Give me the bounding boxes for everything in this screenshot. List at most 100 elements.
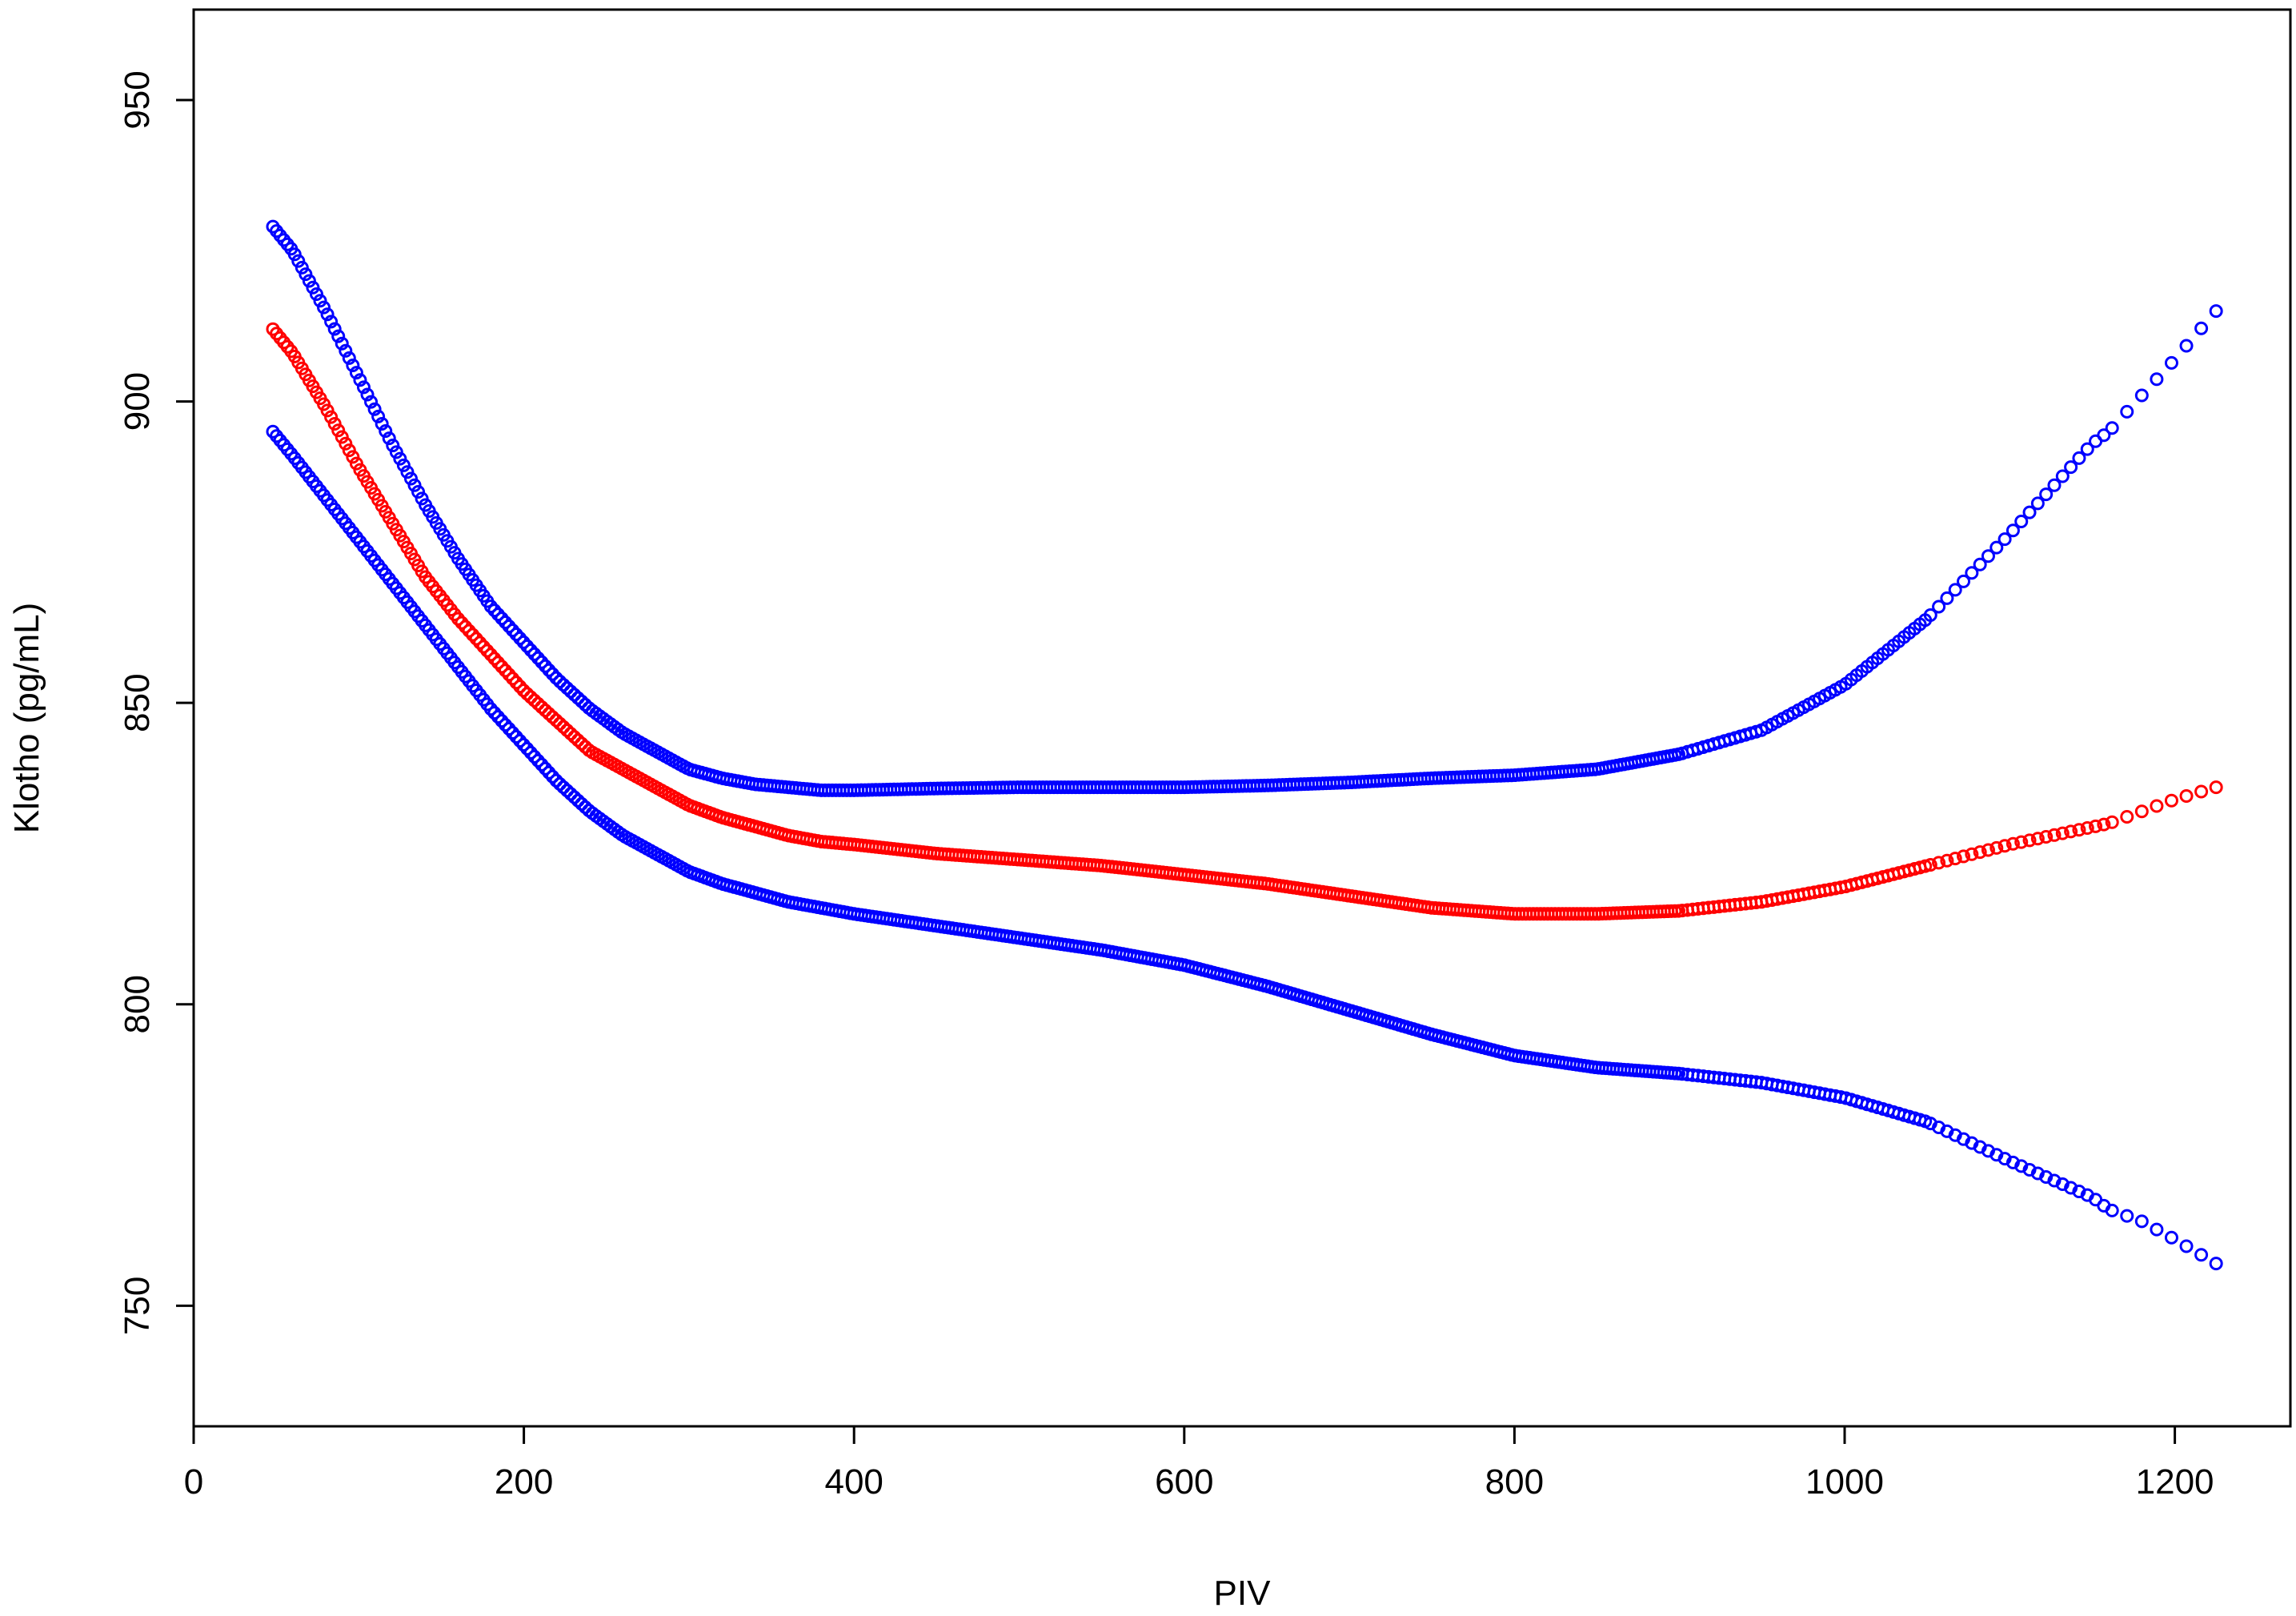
data-point [2055, 826, 2070, 840]
data-point [2164, 355, 2178, 370]
data-point [2022, 505, 2037, 519]
data-point [1932, 856, 1946, 870]
data-point [553, 716, 567, 731]
data-point [2064, 824, 2078, 839]
data-point [2194, 1248, 2209, 1262]
data-point [2179, 788, 2194, 803]
data-point [327, 416, 342, 431]
x-axis-ticks: 0 200 400 600 800 1000 1200 [184, 1426, 2214, 1502]
data-point [2022, 833, 2037, 848]
data-point [556, 678, 571, 692]
y-tick-label: 950 [118, 70, 157, 129]
data-point [367, 402, 382, 416]
data-point [2080, 821, 2094, 836]
data-point [2105, 421, 2119, 435]
data-point [575, 694, 589, 708]
data-point [2150, 372, 2164, 387]
data-point [403, 471, 418, 486]
data-point [2014, 514, 2029, 528]
data-point [324, 315, 339, 329]
data-point [527, 693, 542, 708]
data-point [1973, 845, 1987, 860]
y-tick-label: 850 [118, 673, 157, 732]
data-point [1940, 853, 1954, 868]
data-point [545, 710, 559, 724]
data-point [2209, 304, 2223, 319]
data-point [309, 287, 323, 302]
data-point [1940, 591, 1954, 605]
data-point [331, 329, 346, 343]
data-point [2120, 404, 2134, 419]
data-point [349, 366, 363, 380]
data-point [382, 431, 396, 446]
data-point [549, 671, 563, 685]
data-point [563, 727, 578, 741]
data-point [2030, 832, 2045, 846]
data-point [2179, 1239, 2194, 1253]
data-point [549, 773, 563, 788]
data-point [2194, 321, 2209, 335]
data-point [356, 380, 371, 395]
data-point [353, 373, 367, 387]
data-point [2105, 1203, 2119, 1217]
data-point [538, 704, 552, 718]
data-point [1948, 583, 1962, 597]
y-tick-label: 750 [118, 1277, 157, 1335]
data-point [553, 674, 567, 688]
data-point [291, 254, 306, 268]
data-point [1957, 574, 1971, 588]
data-point [571, 733, 585, 748]
data-point [1997, 839, 2012, 853]
data-point [411, 485, 426, 499]
data-point [339, 436, 353, 451]
data-point [342, 351, 356, 365]
x-tick-label: 1000 [1805, 1462, 1884, 1502]
data-point [2134, 1214, 2149, 1229]
data-point [2089, 819, 2103, 833]
data-point [407, 478, 422, 492]
data-point [575, 796, 589, 811]
series-lower-bound [266, 424, 2223, 1271]
data-point [1989, 540, 2004, 555]
data-point [531, 696, 545, 711]
data-point [400, 465, 415, 479]
data-point [575, 736, 589, 751]
data-point [2030, 496, 2045, 511]
data-point [2164, 793, 2178, 808]
data-point [535, 700, 549, 714]
data-point [1965, 566, 1979, 580]
data-point [520, 687, 535, 701]
data-point [2080, 442, 2094, 456]
data-point [553, 776, 567, 791]
data-point [324, 410, 339, 424]
data-point [302, 274, 316, 288]
data-point [2194, 784, 2209, 799]
data-point [306, 280, 320, 295]
x-tick-label: 400 [824, 1462, 883, 1502]
data-point [2055, 469, 2070, 483]
data-point [375, 416, 389, 431]
data-point [567, 730, 582, 744]
data-point [287, 247, 302, 262]
series-fit [266, 322, 2223, 921]
series-layer [266, 219, 2223, 1271]
data-point [560, 681, 575, 696]
data-point [2209, 1257, 2223, 1271]
data-point [2039, 487, 2054, 502]
data-point [516, 684, 531, 698]
data-point [2209, 780, 2223, 795]
data-point [1981, 843, 1995, 857]
data-point [1981, 549, 1995, 563]
x-tick-label: 1200 [2136, 1462, 2214, 1502]
data-point [2072, 823, 2086, 837]
data-point [393, 451, 407, 466]
data-point [1957, 849, 1971, 864]
data-point [295, 260, 309, 275]
data-point [2134, 388, 2149, 403]
data-point [320, 403, 335, 418]
data-point [2039, 830, 2054, 844]
plot-frame [192, 8, 2292, 1428]
data-point [2097, 817, 2111, 832]
x-axis-label: PIV [1214, 1574, 1272, 1613]
series-upper-bound [266, 219, 2223, 797]
